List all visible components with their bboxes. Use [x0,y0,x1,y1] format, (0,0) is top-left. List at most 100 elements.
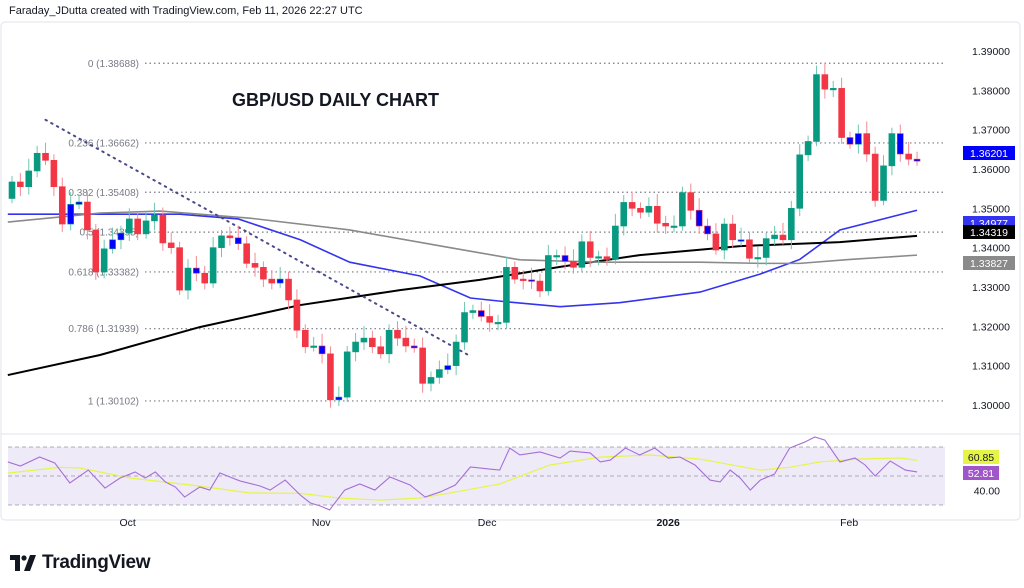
candle-body [226,235,234,239]
candle [737,227,745,247]
candle [595,250,602,266]
candle-body [662,222,669,227]
candle [788,200,795,250]
last-price-tag-bg [963,146,1015,160]
candle-body [913,158,921,162]
price-tick-label: 1.34000 [972,243,1010,255]
candle [612,213,619,265]
candle-body [42,152,49,161]
candle-body [117,232,125,241]
candle-body [327,353,334,401]
candle [503,256,510,329]
candle [762,232,770,266]
price-tick-label: 1.33000 [972,282,1010,294]
candle [310,336,317,352]
candle-body [385,329,393,355]
candle-body [75,201,83,205]
candle-body [461,312,468,343]
candle [528,267,535,289]
candle-body [25,170,33,187]
candle [645,197,653,217]
candle-body [260,267,267,280]
candle-body [109,239,116,250]
candle [821,62,829,99]
price-tick-label: 1.32000 [972,321,1010,333]
fib-level-label: 0.786 (1.31939) [68,324,139,335]
candle [695,198,703,234]
candle-body [268,278,276,284]
candle [662,215,669,234]
candle-body [184,267,192,291]
candle-body [243,243,250,264]
candle [553,249,561,265]
candle [218,229,225,258]
candle [126,208,133,241]
candle [151,202,158,231]
candle-body [318,345,326,355]
candle-body [394,329,401,339]
time-tick-label: Dec [478,517,497,529]
candle-body [17,181,24,187]
candle [519,270,527,290]
candle-body [126,218,133,234]
candle [25,158,33,195]
rsi-tick-label: 40.00 [974,486,1000,498]
candle [209,237,217,288]
candle [754,246,762,268]
trendline[interactable] [44,118,472,358]
rsi-ma-tag-bg [963,450,999,464]
candle [327,346,334,408]
tradingview-logo[interactable]: TradingView [10,552,151,574]
candle-body [586,241,594,258]
candle-body [720,223,728,251]
candle-body [528,279,535,282]
candle-body [134,218,141,235]
candle-body [419,347,426,384]
candle [469,304,477,319]
rsi-tag-bg [963,466,999,480]
candle-body [838,88,845,138]
price-tick-label: 1.35000 [972,203,1010,215]
ma-mid-tag: 1.34319 [970,227,1008,239]
candle [863,121,871,162]
candle [829,80,837,98]
price-tick-label: 1.36000 [972,164,1010,176]
candle-body [477,310,485,317]
candle [813,65,820,147]
candle [880,155,887,206]
candle-body [276,278,284,284]
moving-average-line [7,210,918,265]
candle [58,177,66,232]
candle-body [293,299,301,331]
candle-body [486,316,493,323]
candle [637,202,644,219]
dotted-downtrend-line[interactable] [44,118,472,358]
candle [427,371,435,392]
candle [486,304,493,332]
price-axis[interactable]: 1.39000 1.38000 1.37000 1.36000 1.35000 1.340… [972,46,1010,498]
candle-body [821,74,829,90]
candle-body [494,322,502,325]
candle [394,321,401,346]
fib-level-label: 0.382 (1.35408) [68,188,139,199]
candle [461,301,468,350]
candle [301,324,309,354]
time-axis[interactable]: Oct Nov Dec 2026 Feb [119,517,858,529]
candle-body [637,208,644,213]
candle-body [620,202,628,227]
time-tick-label: 2026 [656,517,680,529]
price-tick-label: 1.31000 [972,361,1010,373]
candle-body [603,256,611,260]
candle-body [687,192,695,211]
candle [92,224,100,280]
candle-body [737,239,745,242]
time-tick-label: Feb [840,517,858,529]
candle [293,289,301,339]
ma-mid-tag-bg [963,225,1015,239]
candles [8,62,921,408]
candle [167,232,175,254]
candle-body [653,206,661,224]
candle-body [58,186,66,225]
